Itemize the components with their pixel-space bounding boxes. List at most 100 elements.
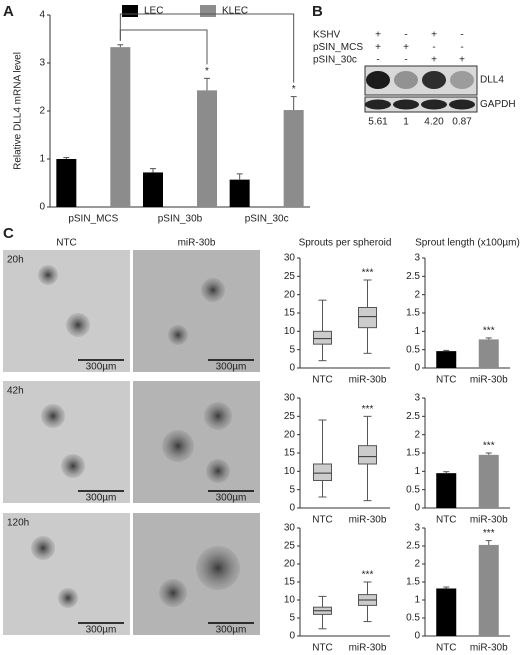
spheroid <box>31 536 55 560</box>
band <box>421 99 447 110</box>
micrograph <box>3 381 130 503</box>
bar <box>436 351 457 368</box>
band <box>394 71 418 89</box>
time-label: 120h <box>7 518 29 529</box>
time-label: 20h <box>7 255 24 266</box>
x-tick-label: NTC <box>436 643 457 654</box>
quantification: 1 <box>403 117 409 128</box>
bar <box>229 179 250 207</box>
x-tick-label: pSIN_MCS <box>68 214 118 225</box>
significance: * <box>205 66 209 77</box>
box <box>313 463 332 481</box>
spheroid <box>201 278 225 302</box>
micrograph <box>133 513 260 635</box>
x-tick-label: miR-30b <box>349 515 387 526</box>
bar <box>478 454 499 508</box>
bar <box>436 473 457 508</box>
y-tick-label: 1.5 <box>406 308 420 319</box>
quantification: 0.87 <box>452 117 472 128</box>
spheroid <box>38 265 58 285</box>
condition-sign: - <box>460 30 463 41</box>
y-tick-label: 25 <box>284 541 296 552</box>
y-tick-label: 5 <box>289 484 295 495</box>
y-tick-label: 2.5 <box>406 541 420 552</box>
significance: *** <box>483 326 495 337</box>
bar <box>143 172 163 207</box>
y-tick-label: 2 <box>414 289 420 300</box>
y-tick-label: 1.5 <box>406 577 420 588</box>
quantification: 4.20 <box>424 117 444 128</box>
bar <box>283 110 304 207</box>
scale-bar-label: 300µm <box>86 493 117 504</box>
x-tick-label: NTC <box>436 515 457 526</box>
bracket <box>119 13 295 83</box>
micrograph <box>133 250 260 372</box>
x-tick-label: miR-30b <box>470 515 508 526</box>
x-tick-label: miR-30b <box>349 643 387 654</box>
y-tick-label: 20 <box>284 559 296 570</box>
y-tick-label: 0 <box>39 202 45 213</box>
spheroid <box>168 325 188 345</box>
bar <box>478 339 499 368</box>
y-tick-label: 1 <box>39 154 45 165</box>
y-tick-label: 0 <box>414 631 420 642</box>
condition-sign: - <box>460 42 463 53</box>
bar <box>110 47 131 207</box>
y-tick-label: 15 <box>284 308 296 319</box>
legend-label: LEC <box>144 6 163 17</box>
spheroid <box>206 459 230 483</box>
spheroid <box>58 588 78 608</box>
legend-swatch <box>122 5 138 17</box>
y-tick-label: 5 <box>289 344 295 355</box>
y-tick-label: 30 <box>284 393 296 404</box>
band-label: DLL4 <box>480 75 504 86</box>
significance: *** <box>362 268 374 279</box>
panel-label: C <box>3 225 14 242</box>
y-tick-label: 10 <box>284 326 296 337</box>
y-tick-label: 3 <box>414 253 420 264</box>
y-tick-label: 25 <box>284 411 296 422</box>
band <box>449 99 475 110</box>
quantification: 5.61 <box>368 117 388 128</box>
y-tick-label: 3 <box>414 393 420 404</box>
time-label: 42h <box>7 386 24 397</box>
y-tick-label: 4 <box>39 10 45 21</box>
y-tick-label: 0.5 <box>406 484 420 495</box>
column-header: NTC <box>56 238 77 249</box>
y-tick-label: 1.5 <box>406 448 420 459</box>
y-axis-label: Relative DLL4 mRNA level <box>13 52 24 170</box>
y-tick-label: 0 <box>414 503 420 514</box>
micrograph <box>3 250 130 372</box>
y-tick-label: 1 <box>414 466 420 477</box>
x-tick-label: NTC <box>436 375 457 386</box>
y-tick-label: 15 <box>284 448 296 459</box>
y-tick-label: 2.5 <box>406 411 420 422</box>
legend-label: KLEC <box>222 6 248 17</box>
band <box>422 71 446 89</box>
y-tick-label: 5 <box>289 613 295 624</box>
chart-title: Sprout length (x100µm) <box>415 238 520 249</box>
y-tick-label: 2.5 <box>406 271 420 282</box>
condition-sign: + <box>431 30 437 41</box>
significance: * <box>292 84 296 95</box>
box <box>358 445 377 465</box>
significance: *** <box>483 528 495 539</box>
scale-bar-label: 300µm <box>216 625 247 636</box>
x-tick-label: pSIN_30b <box>158 214 203 225</box>
y-tick-label: 20 <box>284 289 296 300</box>
condition-sign: - <box>376 55 379 66</box>
significance: *** <box>362 570 374 581</box>
y-tick-label: 30 <box>284 523 296 534</box>
y-tick-label: 2 <box>414 429 420 440</box>
condition-sign: + <box>375 42 381 53</box>
column-header: miR-30b <box>178 238 216 249</box>
condition-sign: - <box>404 55 407 66</box>
band <box>450 71 474 89</box>
y-tick-label: 20 <box>284 429 296 440</box>
panel-label: A <box>3 3 14 20</box>
bar <box>56 159 77 207</box>
y-tick-label: 1 <box>414 326 420 337</box>
y-tick-label: 3 <box>39 58 45 69</box>
x-tick-label: miR-30b <box>470 643 508 654</box>
x-tick-label: NTC <box>312 643 333 654</box>
